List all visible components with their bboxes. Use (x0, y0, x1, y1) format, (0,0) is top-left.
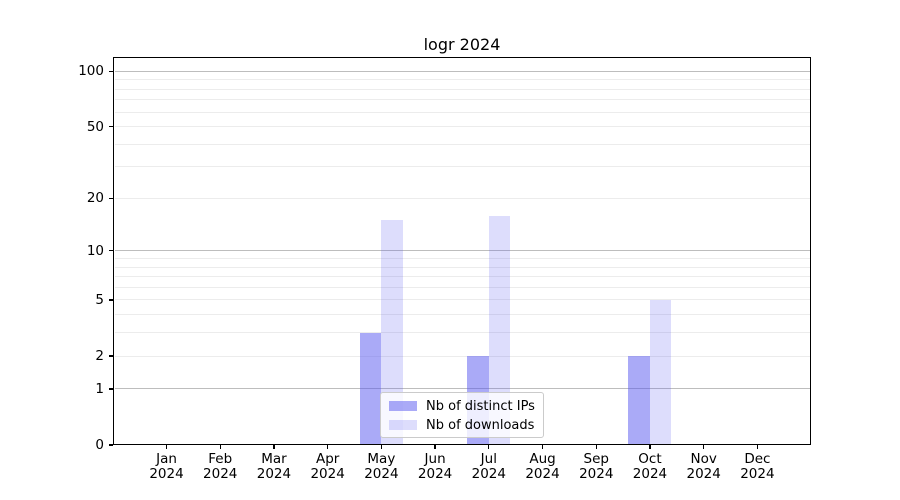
legend-row-distinct-ips: Nb of distinct IPs (389, 398, 535, 414)
y-tick-mark (108, 197, 113, 200)
minor-gridline (114, 126, 810, 128)
x-tick-label: May 2024 (341, 452, 421, 481)
bar-downloads (649, 299, 672, 444)
y-tick-mark (108, 125, 113, 128)
x-tick-month: Aug (529, 451, 556, 467)
plot-area-frame (113, 57, 811, 445)
x-tick-year: 2024 (579, 465, 614, 482)
major-gridline (114, 250, 810, 252)
legend-label-distinct-ips: Nb of distinct IPs (426, 398, 535, 414)
minor-gridline (114, 286, 810, 288)
bar-downloads (381, 220, 403, 444)
x-tick-label: Nov 2024 (664, 452, 744, 481)
x-tick-label: Oct 2024 (610, 452, 690, 481)
x-tick-month: Jun (424, 451, 446, 467)
x-tick-month: Jan (156, 451, 177, 467)
x-tick-year: 2024 (417, 465, 453, 482)
minor-gridline (114, 143, 810, 145)
x-tick-mark (380, 444, 383, 449)
x-tick-year: 2024 (364, 465, 399, 482)
minor-gridline (114, 355, 810, 357)
y-tick-mark (108, 250, 113, 252)
x-tick-month: Mar (261, 451, 287, 467)
y-tick-label: 2 (95, 348, 104, 365)
x-tick-month: Dec (744, 451, 771, 467)
x-tick-label: Feb 2024 (180, 452, 260, 481)
minor-gridline (114, 266, 810, 268)
legend-row-downloads: Nb of downloads (389, 417, 535, 433)
x-tick-label: Mar 2024 (234, 452, 314, 481)
major-gridline (114, 70, 810, 72)
x-tick-month: Apr (315, 451, 340, 467)
x-tick-mark (649, 444, 651, 449)
legend: Nb of distinct IPs Nb of downloads (380, 392, 544, 438)
x-tick-year: 2024 (686, 465, 721, 482)
minor-gridline (114, 79, 810, 81)
y-tick-mark (108, 388, 113, 390)
x-tick-month: Feb (208, 451, 233, 467)
x-tick-label: Jan 2024 (127, 452, 207, 481)
x-tick-mark (219, 444, 221, 449)
x-tick-month: Nov (690, 451, 717, 467)
minor-gridline (114, 111, 810, 113)
y-tick-mark (108, 444, 113, 446)
y-tick-label: 0 (95, 437, 104, 453)
minor-gridline (114, 166, 810, 168)
minor-gridline (114, 258, 810, 259)
legend-label-downloads: Nb of downloads (426, 417, 535, 433)
x-tick-mark (434, 444, 436, 449)
x-tick-mark (756, 444, 759, 449)
x-tick-mark (273, 444, 275, 449)
bar-downloads (488, 215, 511, 444)
y-tick-label: 50 (86, 118, 104, 135)
bar-distinct-ips (359, 332, 382, 444)
minor-gridline (114, 332, 810, 334)
x-tick-label: Jun 2024 (395, 452, 475, 481)
x-tick-label: Aug 2024 (503, 452, 583, 481)
y-tick-mark (108, 70, 113, 72)
x-tick-label: Dec 2024 (717, 452, 797, 481)
x-tick-label: Jul 2024 (449, 452, 529, 481)
x-tick-label: Sep 2024 (556, 452, 636, 481)
minor-gridline (114, 314, 810, 316)
x-tick-mark (165, 444, 168, 449)
chart-title: logr 2024 (423, 35, 501, 54)
minor-gridline (114, 276, 810, 278)
minor-gridline (114, 197, 810, 199)
y-tick-mark (108, 299, 113, 301)
legend-swatch-downloads (389, 419, 417, 431)
y-tick-label: 20 (86, 190, 104, 207)
x-tick-year: 2024 (632, 465, 668, 482)
x-tick-month: Sep (583, 451, 609, 467)
minor-gridline (114, 99, 810, 101)
legend-swatch-distinct-ips (389, 400, 417, 412)
minor-gridline (114, 299, 810, 301)
x-tick-mark (703, 444, 705, 449)
bar-distinct-ips (628, 356, 650, 444)
x-tick-label: Apr 2024 (288, 452, 368, 481)
x-tick-year: 2024 (203, 465, 238, 482)
x-tick-year: 2024 (471, 465, 506, 482)
x-tick-mark (541, 444, 544, 449)
minor-gridline (114, 88, 810, 90)
y-tick-mark (108, 355, 113, 357)
x-tick-year: 2024 (525, 465, 560, 482)
x-tick-mark (595, 444, 597, 449)
x-tick-year: 2024 (149, 465, 184, 482)
y-tick-label: 5 (95, 291, 104, 308)
y-tick-label: 1 (95, 380, 104, 397)
x-tick-mark (488, 444, 490, 449)
x-tick-month: Oct (638, 451, 662, 467)
x-tick-year: 2024 (256, 465, 292, 482)
x-tick-year: 2024 (310, 465, 345, 482)
y-tick-label: 10 (86, 242, 104, 259)
x-tick-mark (327, 444, 329, 449)
y-tick-label: 100 (78, 63, 104, 80)
x-tick-month: May (367, 451, 396, 467)
x-tick-month: Jul (480, 451, 497, 467)
x-tick-year: 2024 (740, 465, 775, 482)
major-gridline (114, 388, 810, 390)
